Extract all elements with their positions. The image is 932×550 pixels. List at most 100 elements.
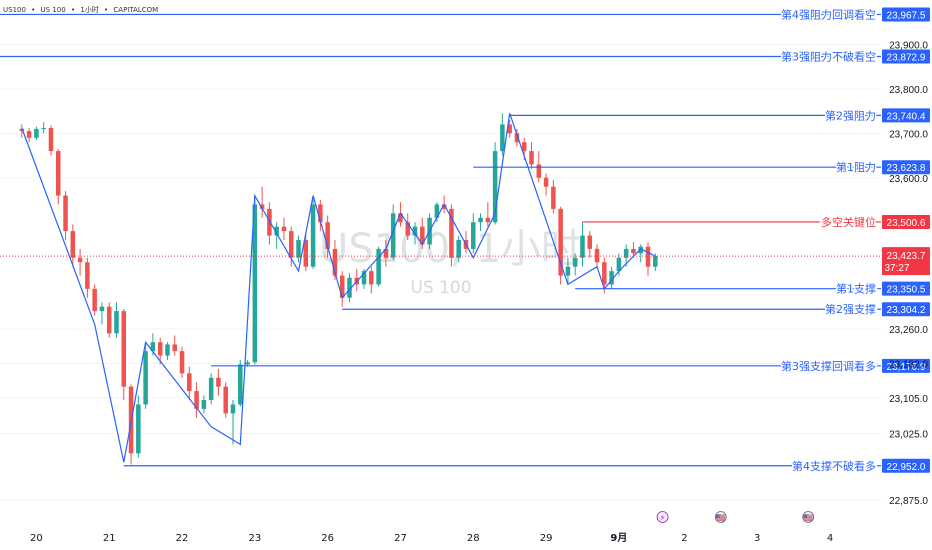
candle-body[interactable] bbox=[449, 208, 454, 258]
candle-body[interactable] bbox=[201, 400, 207, 409]
x-tick-label: 22 bbox=[176, 533, 189, 544]
candle-body[interactable] bbox=[514, 133, 520, 143]
candle-body[interactable] bbox=[208, 377, 214, 400]
level-price-tag-text: 23,967.5 bbox=[887, 10, 926, 21]
candle-body[interactable] bbox=[216, 377, 221, 387]
candle-body[interactable] bbox=[325, 222, 330, 249]
candle-body[interactable] bbox=[405, 222, 410, 236]
candle-body[interactable] bbox=[609, 271, 614, 285]
candle-body[interactable] bbox=[339, 275, 345, 298]
lightning-icon[interactable] bbox=[656, 511, 669, 523]
candle-body[interactable] bbox=[485, 217, 491, 223]
candle-body[interactable] bbox=[602, 262, 607, 285]
us-flag-icon[interactable] bbox=[802, 511, 815, 523]
candle-body[interactable] bbox=[41, 128, 46, 129]
candle-body[interactable] bbox=[172, 344, 178, 352]
candle-body[interactable] bbox=[259, 204, 265, 209]
candle-body[interactable] bbox=[565, 266, 571, 276]
candle-body[interactable] bbox=[55, 151, 61, 196]
candle-body[interactable] bbox=[150, 342, 156, 352]
candle-body[interactable] bbox=[70, 231, 76, 258]
candle-body[interactable] bbox=[274, 226, 279, 236]
candle-body[interactable] bbox=[558, 208, 563, 276]
y-tick-label: 23,800.0 bbox=[889, 85, 928, 96]
candle-body[interactable] bbox=[434, 204, 440, 218]
candle-body[interactable] bbox=[34, 128, 39, 138]
candle-body[interactable] bbox=[594, 248, 600, 263]
candle-body[interactable] bbox=[398, 213, 403, 223]
candle-body[interactable] bbox=[420, 226, 425, 245]
candle-body[interactable] bbox=[623, 248, 629, 258]
candle-body[interactable] bbox=[471, 222, 476, 249]
candle-body[interactable] bbox=[521, 142, 527, 152]
candle-body[interactable] bbox=[332, 248, 338, 276]
candle-body[interactable] bbox=[230, 404, 236, 414]
candle-body[interactable] bbox=[85, 262, 90, 289]
candle-body[interactable] bbox=[179, 351, 185, 374]
candle-body[interactable] bbox=[92, 288, 97, 312]
candle-body[interactable] bbox=[347, 277, 352, 298]
level-price-tag-text: 23,623.8 bbox=[887, 163, 926, 174]
candle-body[interactable] bbox=[165, 344, 170, 356]
candle-body[interactable] bbox=[500, 124, 505, 152]
candle-body[interactable] bbox=[106, 306, 112, 334]
candle-body[interactable] bbox=[223, 386, 228, 414]
candle-body[interactable] bbox=[645, 246, 651, 267]
level-label: 第4支撑不破看多 bbox=[792, 459, 876, 473]
candle-body[interactable] bbox=[318, 204, 323, 223]
candle-body[interactable] bbox=[77, 257, 83, 263]
candle-body[interactable] bbox=[507, 124, 512, 134]
candle-body[interactable] bbox=[536, 164, 542, 178]
candle-body[interactable] bbox=[492, 151, 498, 223]
candle-body[interactable] bbox=[383, 248, 389, 258]
level-price-tag bbox=[882, 49, 930, 64]
candle-body[interactable] bbox=[303, 240, 309, 267]
candle-body[interactable] bbox=[441, 204, 447, 209]
candle-body[interactable] bbox=[376, 248, 381, 285]
level-label: 多空关键位 bbox=[821, 215, 876, 229]
candle-body[interactable] bbox=[653, 256, 658, 267]
candle-body[interactable] bbox=[99, 306, 105, 312]
trend-zigzag-line[interactable] bbox=[21, 113, 656, 463]
candle-body[interactable] bbox=[412, 226, 418, 236]
candle-body[interactable] bbox=[631, 248, 636, 254]
candle-body[interactable] bbox=[19, 128, 25, 132]
candle-body[interactable] bbox=[529, 151, 534, 165]
candle-body[interactable] bbox=[136, 404, 141, 454]
candle-body[interactable] bbox=[361, 271, 367, 285]
us-flag-icon[interactable] bbox=[714, 511, 727, 523]
candle-body[interactable] bbox=[63, 195, 68, 232]
candle-body[interactable] bbox=[478, 217, 483, 223]
candle-body[interactable] bbox=[638, 246, 643, 254]
candle-body[interactable] bbox=[543, 177, 549, 187]
candle-body[interactable] bbox=[616, 257, 622, 272]
candle-body[interactable] bbox=[121, 311, 127, 387]
candle-body[interactable] bbox=[551, 186, 556, 209]
candle-body[interactable] bbox=[267, 208, 272, 236]
candle-body[interactable] bbox=[369, 271, 374, 285]
candle-body[interactable] bbox=[252, 204, 258, 363]
candle-body[interactable] bbox=[390, 213, 396, 258]
candle-body[interactable] bbox=[281, 226, 287, 232]
level-label: 第3强支撑回调看多 bbox=[781, 359, 876, 373]
candle-body[interactable] bbox=[245, 362, 250, 365]
candle-body[interactable] bbox=[310, 204, 316, 267]
candle-body[interactable] bbox=[26, 131, 32, 138]
candle-body[interactable] bbox=[456, 240, 461, 258]
candle-body[interactable] bbox=[143, 351, 148, 405]
candle-body[interactable] bbox=[238, 364, 243, 405]
candle-body[interactable] bbox=[587, 235, 593, 249]
candle-body[interactable] bbox=[580, 235, 585, 258]
candle-body[interactable] bbox=[48, 128, 54, 152]
level-price-tag bbox=[882, 108, 930, 123]
y-tick-label: 23,900.0 bbox=[889, 40, 928, 51]
candle-body[interactable] bbox=[572, 257, 578, 267]
candle-body[interactable] bbox=[194, 391, 199, 409]
candle-body[interactable] bbox=[157, 342, 163, 356]
candle-body[interactable] bbox=[296, 240, 301, 258]
candle-body[interactable] bbox=[288, 231, 294, 258]
current-price-countdown: 37:27 bbox=[884, 263, 909, 274]
candle-body[interactable] bbox=[187, 373, 192, 392]
candle-body[interactable] bbox=[114, 311, 119, 334]
